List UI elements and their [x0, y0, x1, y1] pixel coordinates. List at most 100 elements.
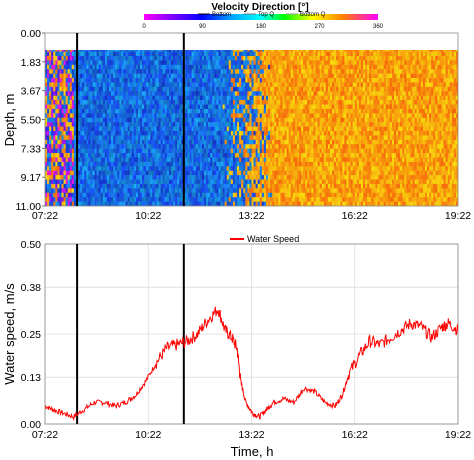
heatmap-cell [299, 166, 302, 171]
heatmap-cell [263, 78, 267, 83]
heatmap-cell [146, 135, 149, 141]
heatmap-cell [313, 55, 316, 61]
heatmap-cell [288, 60, 292, 66]
heatmap-cell [193, 69, 197, 74]
heatmap-cell [249, 73, 252, 79]
heatmap-cell [131, 183, 135, 189]
heatmap-cell [280, 179, 283, 185]
heatmap-cell [88, 104, 91, 110]
heatmap-cell [224, 153, 228, 158]
heatmap-cell [73, 73, 77, 79]
heatmap-cell [243, 126, 246, 132]
heatmap-cell [309, 91, 312, 96]
heatmap-cell [255, 170, 258, 176]
heatmap-cell [61, 82, 64, 88]
heatmap-cell [162, 104, 166, 110]
heatmap-cell [222, 126, 225, 132]
heatmap-cell [139, 201, 143, 206]
heatmap-cell [88, 188, 91, 194]
heatmap-cell [80, 60, 83, 66]
heatmap-cell [55, 144, 58, 149]
heatmap-cell [237, 91, 240, 96]
heatmap-cell [317, 73, 320, 79]
heatmap-cell [274, 201, 277, 206]
heatmap-cell [125, 139, 128, 145]
heatmap-cell [239, 51, 242, 57]
heatmap-cell [67, 60, 71, 66]
heatmap-cell [104, 108, 108, 114]
colorbar-tick-label: 360 [373, 24, 384, 30]
heatmap-cell [57, 148, 60, 154]
heatmap-cell [257, 201, 261, 206]
heatmap-cell [61, 157, 64, 163]
heatmap-cell [284, 104, 287, 110]
heatmap-cell [325, 113, 329, 119]
heatmap-cell [102, 117, 106, 123]
heatmap-cell [237, 50, 240, 52]
heatmap-cell [220, 144, 223, 149]
heatmap-cell [88, 91, 91, 96]
heatmap-cell [104, 104, 108, 110]
heatmap-cell [325, 108, 329, 114]
heatmap-cell [268, 100, 271, 105]
heatmap-cell [102, 179, 106, 185]
heatmap-cell [315, 179, 318, 185]
heatmap-cell [199, 104, 203, 110]
heatmap-cell [152, 82, 155, 88]
heatmap-cell [226, 139, 230, 145]
heatmap-cell [265, 117, 269, 123]
heatmap-cell [119, 117, 122, 123]
heatmap-cell [102, 188, 106, 194]
heatmap-cell [63, 64, 66, 70]
heatmap-cell [187, 161, 190, 167]
heatmap-cell [255, 166, 258, 171]
heatmap-cell [156, 50, 159, 52]
heatmap-cell [189, 86, 192, 92]
heatmap-cell [179, 130, 182, 136]
heatmap-cell [121, 170, 124, 176]
heatmap-cell [177, 170, 180, 176]
heatmap-cell [113, 60, 116, 66]
heatmap-cell [61, 95, 64, 101]
heatmap-cell [144, 183, 147, 189]
heatmap-cell [127, 148, 130, 154]
heatmap-cell [247, 161, 250, 167]
heatmap-cell [51, 188, 54, 194]
heatmap-cell [162, 82, 166, 88]
heatmap-cell [282, 78, 285, 83]
heatmap-cell [94, 73, 97, 79]
heatmap-cell [117, 69, 120, 74]
heatmap-cell [307, 139, 310, 145]
heatmap-cell [53, 166, 56, 171]
heatmap-cell [164, 50, 168, 52]
heatmap-cell [294, 122, 298, 127]
heatmap-cell [257, 148, 261, 154]
heatmap-cell [255, 197, 258, 202]
heatmap-cell [150, 166, 153, 171]
heatmap-cell [195, 153, 199, 158]
heatmap-cell [268, 130, 271, 136]
heatmap-cell [296, 73, 300, 79]
heatmap-cell [270, 179, 273, 185]
heatmap-cell [204, 51, 207, 57]
heatmap-cell [313, 117, 316, 123]
heatmap-cell [284, 60, 287, 66]
heatmap-cell [82, 95, 85, 101]
heatmap-cell [296, 86, 300, 92]
heatmap-cell [102, 157, 106, 163]
heatmap-cell [284, 86, 287, 92]
heatmap-cell [98, 144, 102, 149]
heatmap-cell [280, 73, 283, 79]
heatmap-cell [125, 117, 128, 123]
heatmap-cell [181, 161, 184, 167]
heatmap-cell [276, 122, 279, 127]
heatmap-cell [299, 104, 302, 110]
heatmap-cell [294, 126, 298, 132]
heatmap-cell [106, 73, 110, 79]
heatmap-cell [69, 64, 73, 70]
heatmap-cell [158, 126, 161, 132]
heatmap-cell [113, 130, 116, 136]
heatmap-cell [148, 122, 151, 127]
heatmap-cell [270, 55, 273, 61]
heatmap-cell [232, 95, 236, 101]
